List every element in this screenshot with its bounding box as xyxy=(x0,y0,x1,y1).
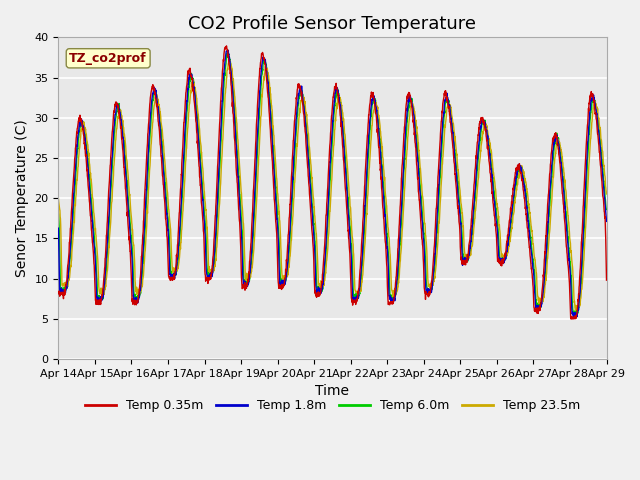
Temp 23.5m xyxy=(226,58,234,63)
Temp 6.0m xyxy=(571,313,579,319)
Temp 0.35m xyxy=(207,273,215,278)
Temp 6.0m xyxy=(360,230,368,236)
Temp 1.8m xyxy=(570,313,577,319)
Temp 1.8m xyxy=(603,218,611,224)
Temp 0.35m xyxy=(54,289,62,295)
Temp 6.0m xyxy=(54,210,62,216)
Temp 6.0m xyxy=(603,206,611,212)
Temp 1.8m xyxy=(492,214,500,219)
Temp 1.8m xyxy=(54,225,62,231)
Temp 0.35m xyxy=(360,192,368,198)
Line: Temp 6.0m: Temp 6.0m xyxy=(58,50,607,316)
Temp 23.5m xyxy=(492,191,500,196)
Temp 0.35m xyxy=(492,228,500,233)
Y-axis label: Senor Temperature (C): Senor Temperature (C) xyxy=(15,119,29,277)
Temp 23.5m xyxy=(207,268,215,274)
Temp 1.8m xyxy=(360,216,368,222)
Temp 23.5m xyxy=(572,308,579,313)
Line: Temp 0.35m: Temp 0.35m xyxy=(58,46,607,319)
Temp 23.5m xyxy=(603,191,611,197)
Temp 0.35m xyxy=(603,277,611,283)
Temp 1.8m xyxy=(554,139,562,145)
Text: TZ_co2prof: TZ_co2prof xyxy=(69,52,147,65)
Temp 23.5m xyxy=(54,195,62,201)
Temp 23.5m xyxy=(360,250,368,255)
Temp 23.5m xyxy=(349,235,356,240)
X-axis label: Time: Time xyxy=(316,384,349,398)
Temp 6.0m xyxy=(492,207,500,213)
Temp 0.35m xyxy=(554,146,562,152)
Title: CO2 Profile Sensor Temperature: CO2 Profile Sensor Temperature xyxy=(188,15,476,33)
Temp 0.35m xyxy=(223,43,230,49)
Temp 1.8m xyxy=(572,314,580,320)
Temp 0.35m xyxy=(570,315,577,321)
Temp 23.5m xyxy=(554,138,562,144)
Line: Temp 1.8m: Temp 1.8m xyxy=(58,50,607,317)
Temp 1.8m xyxy=(207,274,215,279)
Temp 1.8m xyxy=(349,287,356,293)
Legend: Temp 0.35m, Temp 1.8m, Temp 6.0m, Temp 23.5m: Temp 0.35m, Temp 1.8m, Temp 6.0m, Temp 2… xyxy=(79,394,586,417)
Temp 6.0m xyxy=(570,309,577,315)
Line: Temp 23.5m: Temp 23.5m xyxy=(58,60,607,311)
Temp 6.0m xyxy=(223,47,231,53)
Temp 0.35m xyxy=(349,297,356,303)
Temp 6.0m xyxy=(207,271,215,277)
Temp 1.8m xyxy=(224,48,232,53)
Temp 6.0m xyxy=(349,262,356,268)
Temp 6.0m xyxy=(554,137,562,143)
Temp 0.35m xyxy=(567,316,575,322)
Temp 23.5m xyxy=(570,283,577,288)
